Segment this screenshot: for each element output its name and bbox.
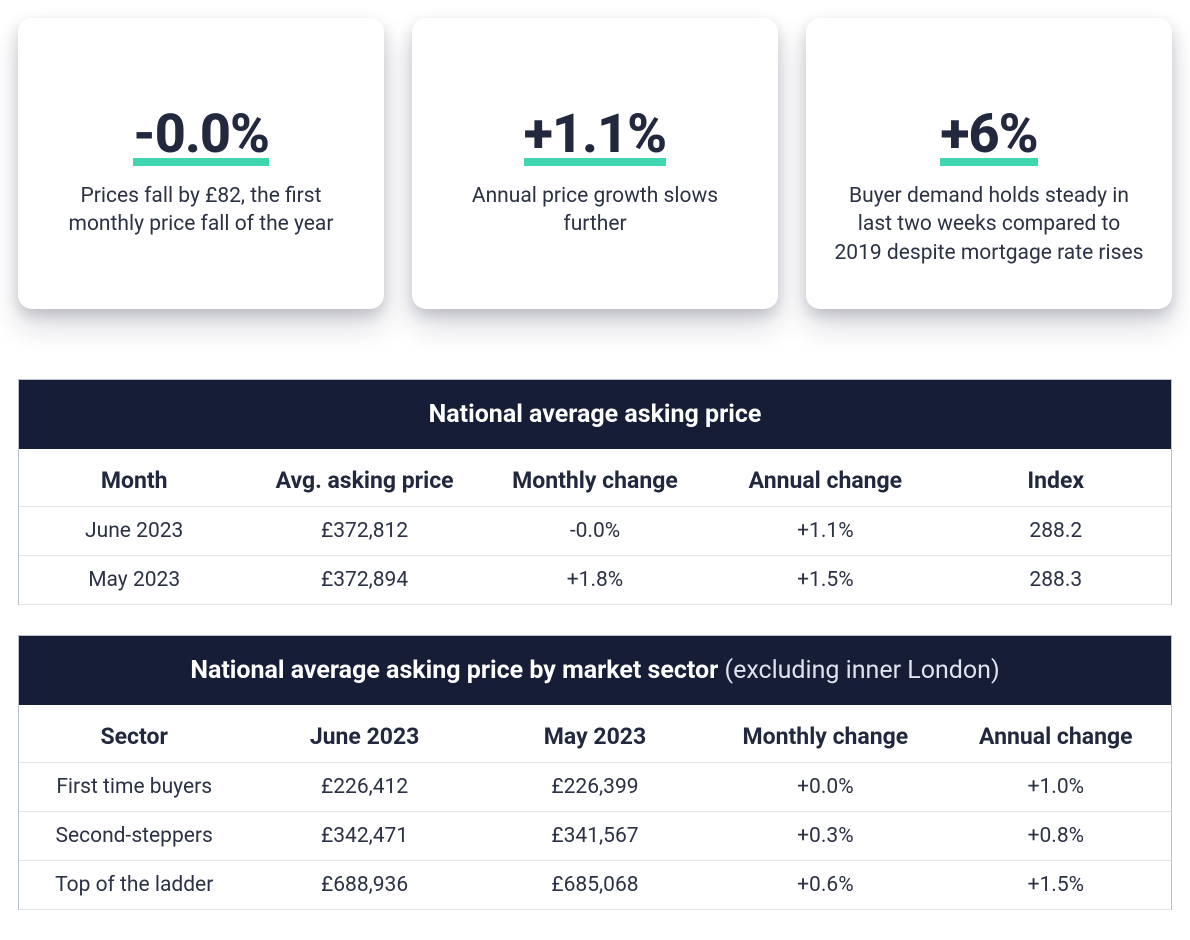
stat-wrap: +1.1% xyxy=(524,108,666,166)
cell: £226,412 xyxy=(249,763,479,812)
cell: -0.0% xyxy=(480,507,710,556)
cell: +0.0% xyxy=(710,763,940,812)
cell: £226,399 xyxy=(480,763,710,812)
stat-desc: Prices fall by £82, the first monthly pr… xyxy=(46,182,356,239)
col-avg-price: Avg. asking price xyxy=(249,449,479,507)
stat-card-buyer-demand: +6% Buyer demand holds steady in last tw… xyxy=(806,18,1172,309)
cell: +1.8% xyxy=(480,556,710,605)
cell: Second-steppers xyxy=(19,812,249,861)
table-title: National average asking price xyxy=(19,380,1171,449)
col-may: May 2023 xyxy=(480,705,710,763)
title-main: National average asking price by market … xyxy=(190,656,718,685)
cell: 288.2 xyxy=(941,507,1171,556)
stat-value: -0.0% xyxy=(133,108,269,162)
cell: June 2023 xyxy=(19,507,249,556)
title-sub: (excluding inner London) xyxy=(718,656,999,685)
stat-card-monthly-change: -0.0% Prices fall by £82, the first mont… xyxy=(18,18,384,309)
table-row: Second-steppers £342,471 £341,567 +0.3% … xyxy=(19,812,1171,861)
cell: £685,068 xyxy=(480,861,710,910)
table-body: June 2023 £372,812 -0.0% +1.1% 288.2 May… xyxy=(19,507,1171,605)
cell: £688,936 xyxy=(249,861,479,910)
table-header-row: Month Avg. asking price Monthly change A… xyxy=(19,449,1171,507)
cell: +1.0% xyxy=(941,763,1171,812)
cell: First time buyers xyxy=(19,763,249,812)
cell: 288.3 xyxy=(941,556,1171,605)
page-root: -0.0% Prices fall by £82, the first mont… xyxy=(0,0,1190,940)
col-monthly-change: Monthly change xyxy=(480,449,710,507)
table-row: June 2023 £372,812 -0.0% +1.1% 288.2 xyxy=(19,507,1171,556)
cell: £372,894 xyxy=(249,556,479,605)
col-month: Month xyxy=(19,449,249,507)
stat-wrap: -0.0% xyxy=(133,108,269,166)
col-monthly-change: Monthly change xyxy=(710,705,940,763)
col-sector: Sector xyxy=(19,705,249,763)
stat-desc: Buyer demand holds steady in last two we… xyxy=(834,182,1144,267)
col-annual-change: Annual change xyxy=(710,449,940,507)
stat-wrap: +6% xyxy=(940,108,1037,166)
col-june: June 2023 xyxy=(249,705,479,763)
cell: +1.5% xyxy=(941,861,1171,910)
col-annual-change: Annual change xyxy=(941,705,1171,763)
table-section-by-sector: National average asking price by market … xyxy=(18,635,1172,910)
stat-value: +6% xyxy=(940,108,1037,162)
stat-card-annual-change: +1.1% Annual price growth slows further xyxy=(412,18,778,309)
table-row: May 2023 £372,894 +1.8% +1.5% 288.3 xyxy=(19,556,1171,605)
table-body: First time buyers £226,412 £226,399 +0.0… xyxy=(19,763,1171,910)
cell: £341,567 xyxy=(480,812,710,861)
cell: +0.6% xyxy=(710,861,940,910)
stat-value: +1.1% xyxy=(524,108,666,162)
col-index: Index xyxy=(941,449,1171,507)
cell: +1.5% xyxy=(710,556,940,605)
table-head: Month Avg. asking price Monthly change A… xyxy=(19,449,1171,507)
table-title: National average asking price by market … xyxy=(19,636,1171,705)
cell: +0.8% xyxy=(941,812,1171,861)
table-head: Sector June 2023 May 2023 Monthly change… xyxy=(19,705,1171,763)
table-row: First time buyers £226,412 £226,399 +0.0… xyxy=(19,763,1171,812)
table-header-row: Sector June 2023 May 2023 Monthly change… xyxy=(19,705,1171,763)
table-section-national-avg: National average asking price Month Avg.… xyxy=(18,379,1172,605)
table-row: Top of the ladder £688,936 £685,068 +0.6… xyxy=(19,861,1171,910)
cell: May 2023 xyxy=(19,556,249,605)
stat-desc: Annual price growth slows further xyxy=(440,182,750,239)
table-national-avg: Month Avg. asking price Monthly change A… xyxy=(19,449,1171,605)
cell: Top of the ladder xyxy=(19,861,249,910)
cell: +1.1% xyxy=(710,507,940,556)
cell: +0.3% xyxy=(710,812,940,861)
cell: £372,812 xyxy=(249,507,479,556)
cell: £342,471 xyxy=(249,812,479,861)
stat-cards-row: -0.0% Prices fall by £82, the first mont… xyxy=(18,18,1172,309)
table-by-sector: Sector June 2023 May 2023 Monthly change… xyxy=(19,705,1171,910)
